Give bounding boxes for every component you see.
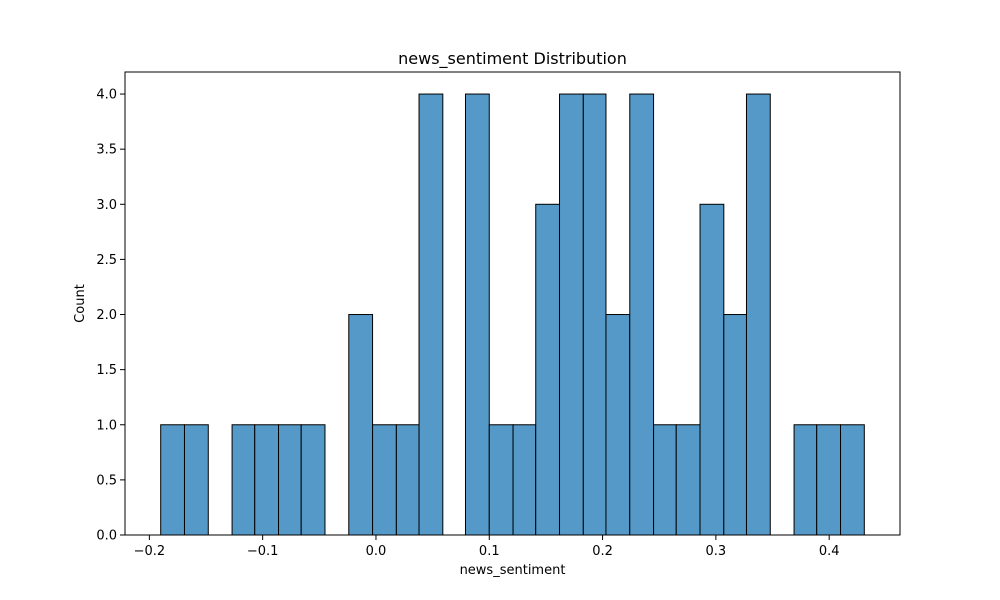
chart-title: news_sentiment Distribution (398, 49, 627, 69)
histogram-bar (278, 424, 302, 536)
histogram-bar (488, 424, 514, 536)
x-tick-label: 0.0 (366, 544, 387, 559)
x-axis-label: news_sentiment (460, 563, 566, 578)
histogram-bar (793, 424, 818, 536)
y-axis-ticks: 0.0 0.5 1.0 1.5 2.0 2.5 3.0 3.5 4.0 (96, 88, 125, 544)
x-tick-label: −0.1 (247, 544, 279, 559)
histogram-bar (699, 203, 725, 536)
histogram-bar (675, 424, 701, 536)
y-tick-label: 0.0 (96, 529, 117, 544)
histogram-bar (300, 424, 326, 536)
histogram-bar (231, 424, 256, 536)
y-tick-label: 2.5 (96, 253, 117, 268)
histogram-bar (559, 93, 584, 536)
y-tick-label: 0.5 (96, 473, 117, 488)
histogram-bar (464, 93, 490, 536)
histogram-bar (653, 424, 677, 536)
histogram-bar (816, 424, 842, 536)
x-tick-label: −0.2 (134, 544, 166, 559)
histogram-bar (723, 314, 747, 536)
histogram-bar (840, 424, 865, 536)
y-tick-label: 1.0 (96, 418, 117, 433)
histogram-bar (160, 424, 185, 536)
histogram-bar (395, 424, 420, 536)
x-tick-label: 0.3 (706, 544, 727, 559)
y-axis-label: Count (73, 284, 88, 323)
histogram-bar (535, 203, 561, 536)
histogram-bar (745, 93, 771, 536)
histogram-bar (582, 93, 607, 536)
y-tick-label: 2.0 (96, 308, 117, 323)
y-tick-label: 4.0 (96, 88, 117, 103)
histogram-bar (418, 93, 444, 536)
axes-frame (124, 71, 901, 536)
histogram-bar (183, 424, 209, 536)
y-tick-label: 3.0 (96, 198, 117, 213)
bars-group (160, 93, 865, 536)
histogram-bar (254, 424, 280, 536)
x-tick-label: 0.2 (592, 544, 613, 559)
histogram-bar (605, 314, 631, 536)
x-tick-label: 0.4 (819, 544, 840, 559)
x-tick-label: 0.1 (479, 544, 500, 559)
y-tick-label: 1.5 (96, 363, 117, 378)
histogram-bar (512, 424, 537, 536)
x-axis-ticks: −0.2 −0.1 0.0 0.1 0.2 0.3 0.4 (134, 535, 840, 559)
histogram-bar (629, 93, 655, 536)
histogram-bar (348, 314, 374, 536)
histogram-bar (372, 424, 397, 536)
y-tick-label: 3.5 (96, 143, 117, 158)
